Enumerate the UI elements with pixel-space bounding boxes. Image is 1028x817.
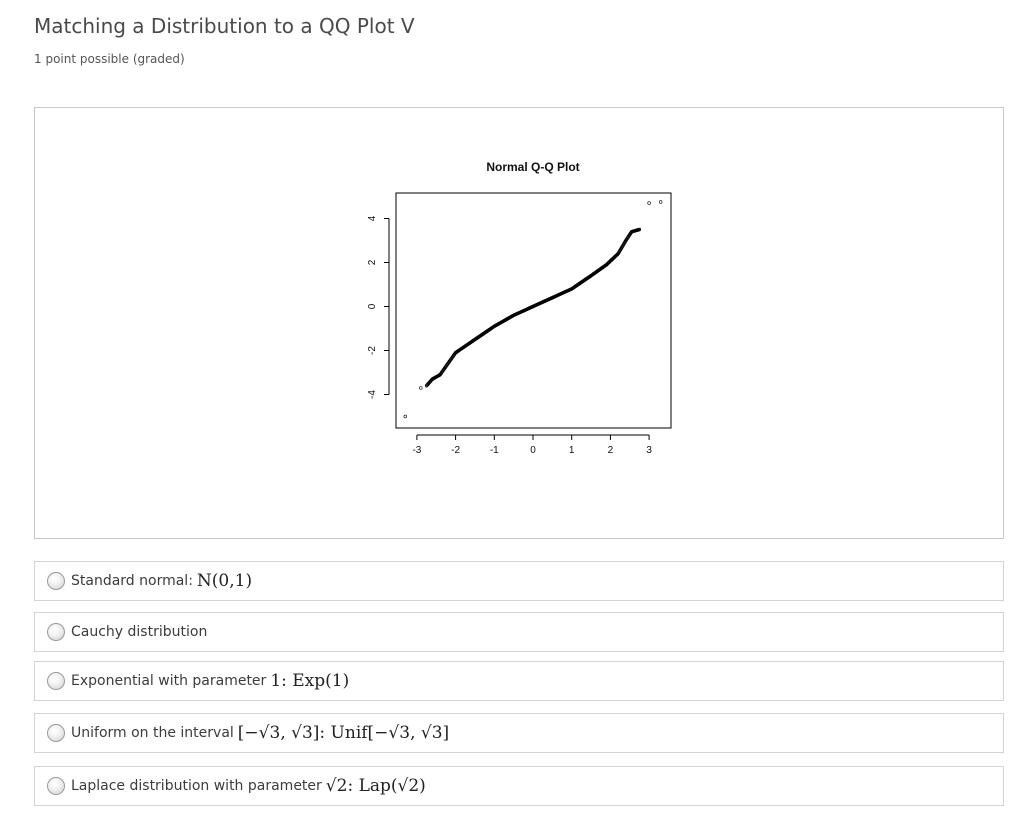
qq-point (615, 253, 619, 257)
choice-label: Exponential with parameter (71, 673, 267, 689)
radio-button[interactable] (47, 672, 65, 690)
qq-point (445, 363, 449, 367)
points-label: 1 point possible (graded) (34, 52, 185, 66)
x-tick-label: 0 (530, 445, 536, 456)
choice-exponential[interactable]: Exponential with parameter 1: Exp(1) (34, 661, 1004, 701)
qq-point (647, 201, 651, 205)
choice-cauchy[interactable]: Cauchy distribution (34, 612, 1004, 652)
y-axis: -4 -2 0 2 4 (367, 215, 390, 399)
radio-button[interactable] (47, 572, 65, 590)
chart-title: Normal Q-Q Plot (486, 160, 579, 174)
x-tick-label: 3 (646, 445, 652, 456)
qq-point (659, 200, 663, 204)
choice-math: N(0,1) (196, 571, 253, 591)
choice-math: [−√3, √3]: Unif[−√3, √3] (237, 723, 450, 743)
choice-math: √2: Lap(√2) (325, 776, 426, 796)
radio-button[interactable] (47, 777, 65, 795)
qq-point (419, 386, 423, 390)
x-tick-label: -3 (412, 445, 421, 456)
x-tick-label: -2 (451, 445, 460, 456)
x-tick-label: 2 (608, 445, 614, 456)
qq-point (637, 227, 641, 232)
problem-title: Matching a Distribution to a QQ Plot V (34, 14, 415, 38)
qq-points (403, 200, 663, 419)
choice-label: Cauchy distribution (71, 624, 208, 640)
choice-laplace[interactable]: Laplace distribution with parameter √2: … (34, 766, 1004, 806)
qq-point (452, 352, 457, 356)
y-tick-label: 4 (367, 215, 378, 221)
radio-button[interactable] (47, 724, 65, 742)
y-tick-label: -2 (367, 346, 378, 355)
plot-frame (395, 192, 672, 429)
x-axis: -3 -2 -1 0 1 2 3 (412, 434, 652, 456)
qq-point (403, 414, 407, 419)
y-tick-label: -4 (367, 390, 378, 399)
choice-standard-normal[interactable]: Standard normal: N(0,1) (34, 561, 1004, 601)
x-tick-label: -1 (490, 445, 499, 456)
qq-plot-svg: Normal Q-Q Plot -3 -2 -1 0 1 2 3 -4 -2 0 2 4 (367, 160, 672, 456)
x-tick-label: 1 (569, 445, 575, 456)
choice-label: Standard normal: (71, 573, 193, 589)
qq-plot-figure: Normal Q-Q Plot -3 -2 -1 0 1 2 3 -4 -2 0 2 4 (34, 107, 1004, 539)
y-tick-label: 0 (367, 303, 378, 309)
choice-label: Uniform on the interval (71, 725, 234, 741)
choice-math: 1: Exp(1) (270, 671, 350, 691)
y-tick-label: 2 (367, 259, 378, 265)
choice-uniform[interactable]: Uniform on the interval [−√3, √3]: Unif[… (34, 713, 1004, 753)
choice-label: Laplace distribution with parameter (71, 778, 322, 794)
radio-button[interactable] (47, 623, 65, 641)
